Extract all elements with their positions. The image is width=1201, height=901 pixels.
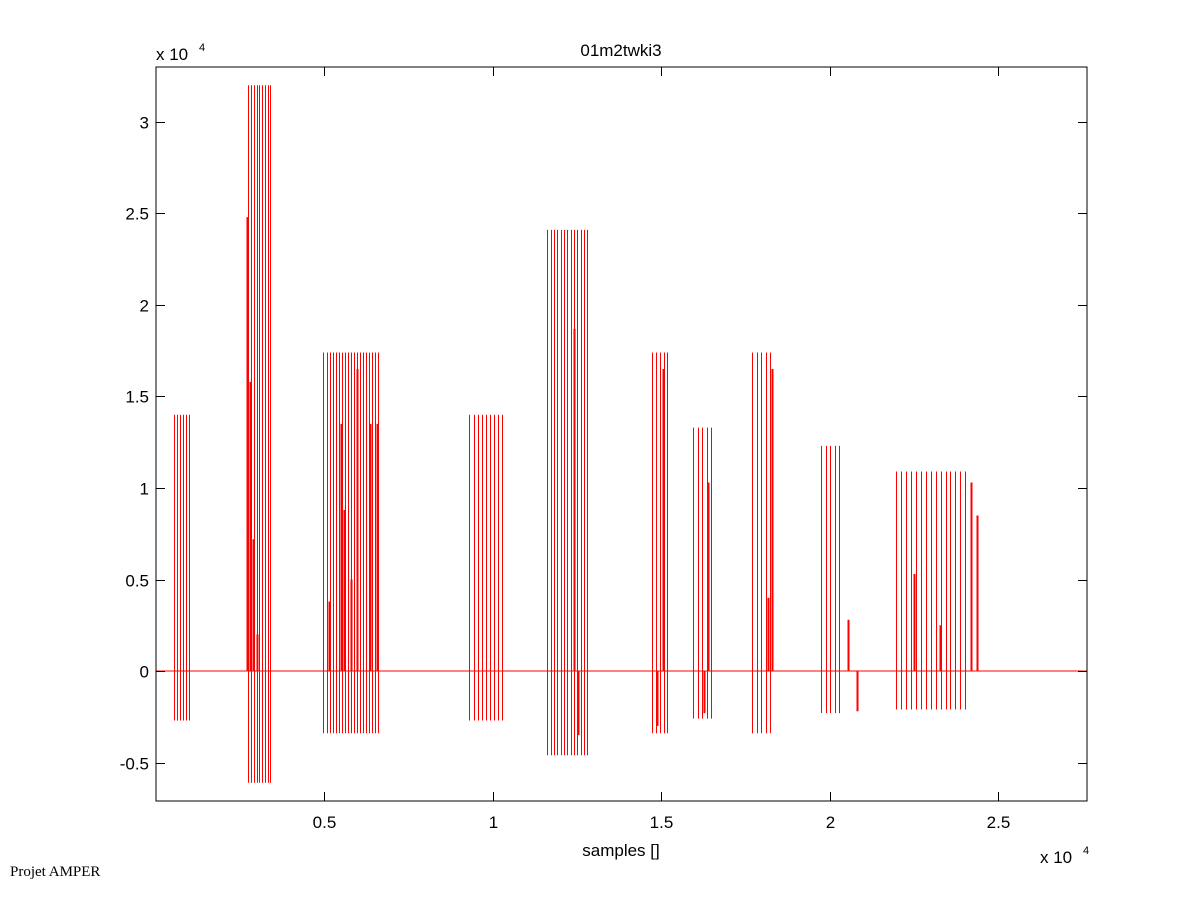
y-tick-label: 1.5	[125, 388, 149, 407]
x-exponent: 4	[1083, 845, 1089, 857]
x-tick-label: 1	[489, 813, 498, 832]
ticks: 0.5 1 1.5 2 2.5 -0.5 0 0.5 1 1.5 2 2.5 3	[120, 67, 1087, 832]
y-tick-label: 2	[140, 297, 149, 316]
y-tick-label: 3	[140, 114, 149, 133]
x-tick-label: 2	[826, 813, 835, 832]
data-marks	[156, 85, 1087, 783]
y-multiplier: x 10	[156, 45, 188, 64]
y-tick-label: 0	[140, 663, 149, 682]
y-tick-label: 0.5	[125, 572, 149, 591]
plot-area	[156, 67, 1087, 801]
y-exponent: 4	[199, 42, 205, 54]
x-axis-label: samples []	[582, 841, 659, 860]
x-tick-label: 0.5	[313, 813, 337, 832]
footer-text: Projet AMPER	[10, 864, 101, 880]
axes-box	[155, 66, 1088, 802]
x-tick-label: 2.5	[987, 813, 1011, 832]
y-tick-label: -0.5	[120, 755, 149, 774]
chart-title: 01m2twki3	[580, 41, 661, 60]
x-tick-label: 1.5	[650, 813, 674, 832]
x-multiplier: x 10	[1040, 848, 1072, 867]
y-tick-label: 2.5	[125, 205, 149, 224]
y-tick-label: 1	[140, 480, 149, 499]
